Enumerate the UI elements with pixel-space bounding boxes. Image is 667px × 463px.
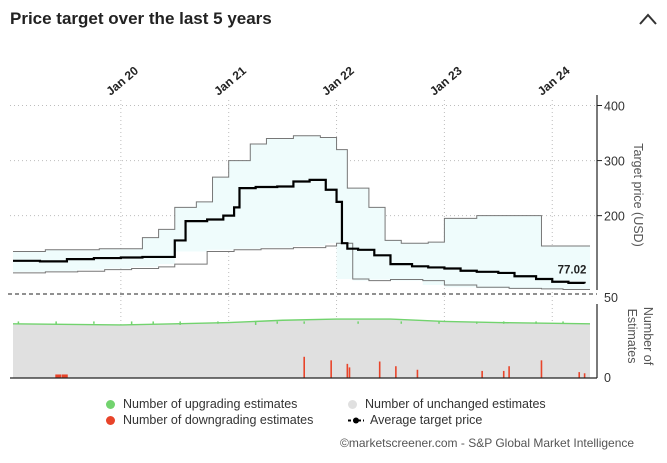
legend-average-swatch	[348, 417, 364, 424]
top-y-axis-title: Target price (USD)	[631, 143, 645, 247]
target-range-band	[13, 135, 590, 290]
x-tick-label: Jan 21	[211, 63, 249, 98]
upgrading-bar	[476, 321, 478, 324]
upgrading-bar	[535, 321, 537, 324]
legend-upgrading-dot	[106, 400, 115, 409]
x-tick-label: Jan 23	[427, 63, 465, 98]
downgrading-bar	[330, 360, 332, 378]
downgrading-bar	[378, 361, 381, 378]
downgrading-bar	[481, 370, 483, 378]
downgrading-bar	[583, 373, 586, 378]
y-tick-label: 200	[604, 210, 625, 224]
y-tick-label: 400	[604, 100, 625, 114]
chart-title: Price target over the last 5 years	[10, 9, 272, 28]
x-tick-label: Jan 24	[535, 63, 573, 98]
legend-unchanged-dot	[348, 400, 357, 409]
downgrading-bar	[303, 356, 305, 378]
upgrading-bar	[357, 321, 359, 324]
legend-unchanged-label: Number of unchanged estimates	[365, 397, 546, 411]
upgrading-bar	[303, 321, 305, 324]
legend-upgrading-label: Number of upgrading estimates	[123, 397, 298, 411]
bottom-y-tick-label: 50	[604, 291, 618, 305]
upgrading-bar	[17, 321, 20, 324]
unchanged-estimates-area	[13, 319, 590, 378]
legend-average-label: Average target price	[370, 413, 483, 427]
upgrading-bar	[217, 321, 219, 324]
upgrading-estimates-line	[12, 318, 591, 326]
upgrading-bar	[400, 321, 403, 324]
source-credit: ©marketscreener.com - S&P Global Market …	[340, 436, 635, 450]
upgrading-bar	[438, 321, 440, 324]
upgrading-bar	[254, 321, 257, 325]
downgrading-bar	[348, 367, 351, 378]
bottom-y-axis-title-line1: Number of	[641, 307, 655, 366]
average-target-line	[13, 178, 586, 284]
downgrading-bar	[346, 363, 349, 378]
downgrading-bar	[55, 374, 62, 378]
downgrading-bar	[395, 366, 397, 378]
downgrading-bar	[61, 374, 68, 378]
upgrading-bar	[562, 321, 564, 324]
upgrading-bar	[130, 321, 133, 325]
upgrading-bar	[152, 321, 154, 324]
downgrading-bar	[416, 369, 419, 378]
downgrading-bar	[578, 372, 581, 378]
y-tick-label: 300	[604, 155, 625, 169]
downgrading-bar	[502, 370, 505, 378]
high-target-line	[13, 135, 590, 252]
bottom-y-tick-label: 0	[604, 371, 611, 385]
legend-downgrading-dot	[106, 416, 115, 425]
upgrading-bar	[276, 321, 278, 324]
upgrading-bar	[179, 321, 181, 325]
downgrading-bar	[508, 366, 510, 378]
last-value-label: 77.02	[558, 264, 587, 276]
x-tick-label: Jan 22	[319, 63, 357, 98]
low-target-line	[13, 242, 590, 290]
chevron-up-icon[interactable]	[638, 12, 658, 26]
upgrading-bar	[502, 321, 505, 324]
downgrading-bar	[540, 360, 543, 378]
x-tick-label: Jan 20	[103, 63, 141, 98]
legend-downgrading-label: Number of downgrading estimates	[123, 413, 314, 427]
bottom-y-axis-title-line2: Estimates	[625, 309, 639, 364]
upgrading-bar	[55, 321, 57, 325]
upgrading-bar	[93, 321, 95, 324]
